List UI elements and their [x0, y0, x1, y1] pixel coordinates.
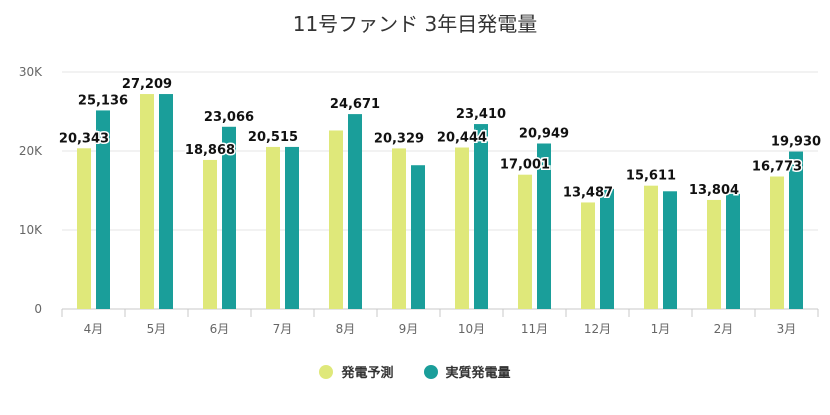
- bar-chart: 0 10K 20K 30K 4月 5月 6月 7月 8月 9月 10月 11月 12月 1月 2月 3月 20,…: [19, 65, 823, 336]
- y-tick-label: 0: [34, 302, 42, 316]
- bar-forecast[interactable]: [455, 147, 469, 309]
- bar-forecast[interactable]: [770, 176, 784, 309]
- data-label: 20,515: [248, 130, 298, 145]
- bar-actual[interactable]: [411, 165, 425, 309]
- bar-forecast[interactable]: [140, 94, 154, 310]
- legend: 発電予測 実質発電量: [0, 362, 830, 381]
- legend-swatch-forecast: [319, 364, 334, 379]
- data-label: 20,329: [374, 131, 424, 146]
- data-label: 23,066: [204, 110, 254, 125]
- bar-forecast[interactable]: [329, 130, 343, 309]
- x-tick-label: 3月: [777, 322, 797, 336]
- data-label: 17,001: [500, 158, 550, 173]
- x-tick-label: 4月: [84, 322, 104, 336]
- bar-actual[interactable]: [285, 146, 299, 309]
- bar-actual[interactable]: [726, 191, 740, 309]
- y-tick-label: 10K: [19, 223, 43, 237]
- data-label: 20,949: [519, 127, 569, 142]
- x-tick-label: 2月: [714, 322, 734, 336]
- data-label: 24,671: [330, 97, 380, 112]
- x-tick-label: 1月: [651, 322, 671, 336]
- bar-forecast[interactable]: [203, 159, 217, 309]
- x-tick-label: 9月: [399, 322, 419, 336]
- bar-actual[interactable]: [222, 126, 236, 310]
- legend-swatch-actual: [423, 364, 438, 379]
- legend-item-forecast[interactable]: 発電予測: [319, 362, 394, 381]
- bar-forecast[interactable]: [644, 185, 658, 309]
- x-tick-label: 10月: [458, 322, 485, 336]
- bar-actual[interactable]: [96, 110, 110, 309]
- x-tick-label: 7月: [273, 322, 293, 336]
- bar-actual[interactable]: [537, 143, 551, 309]
- data-label: 19,930: [771, 135, 821, 150]
- chart-title: 11号ファンド 3年目発電量: [292, 12, 538, 36]
- data-label: 16,773: [752, 159, 802, 174]
- bar-actual[interactable]: [789, 151, 803, 309]
- data-label: 23,410: [456, 107, 506, 122]
- bar-forecast[interactable]: [581, 202, 595, 309]
- y-tick-label: 20K: [19, 144, 43, 158]
- bar-actual[interactable]: [600, 188, 614, 309]
- data-label: 15,611: [626, 169, 676, 184]
- data-label: 13,804: [689, 183, 739, 198]
- data-label: 18,868: [185, 143, 235, 158]
- x-tick-label: 5月: [147, 322, 167, 336]
- x-tick-label: 12月: [584, 322, 611, 336]
- bar-forecast[interactable]: [77, 148, 91, 309]
- x-tick-label: 6月: [210, 322, 230, 336]
- bar-actual[interactable]: [474, 124, 488, 309]
- data-label: 20,444: [437, 130, 487, 145]
- x-tick-label: 8月: [336, 322, 356, 336]
- bar-forecast[interactable]: [707, 199, 721, 309]
- y-tick-label: 30K: [19, 65, 43, 79]
- bar-actual[interactable]: [159, 94, 173, 310]
- data-label: 27,209: [122, 77, 172, 92]
- legend-label-actual: 実質発電量: [445, 366, 511, 381]
- bar-actual[interactable]: [663, 191, 677, 309]
- bar-forecast[interactable]: [266, 146, 280, 309]
- x-tick-label: 11月: [521, 322, 548, 336]
- bar-forecast[interactable]: [392, 148, 406, 309]
- data-label: 25,136: [78, 93, 128, 108]
- data-label: 20,343: [59, 131, 109, 146]
- legend-item-actual[interactable]: 実質発電量: [423, 362, 511, 381]
- data-label: 13,487: [563, 185, 613, 200]
- bar-actual[interactable]: [348, 114, 362, 310]
- bar-forecast[interactable]: [518, 174, 532, 309]
- legend-label-forecast: 発電予測: [341, 366, 394, 381]
